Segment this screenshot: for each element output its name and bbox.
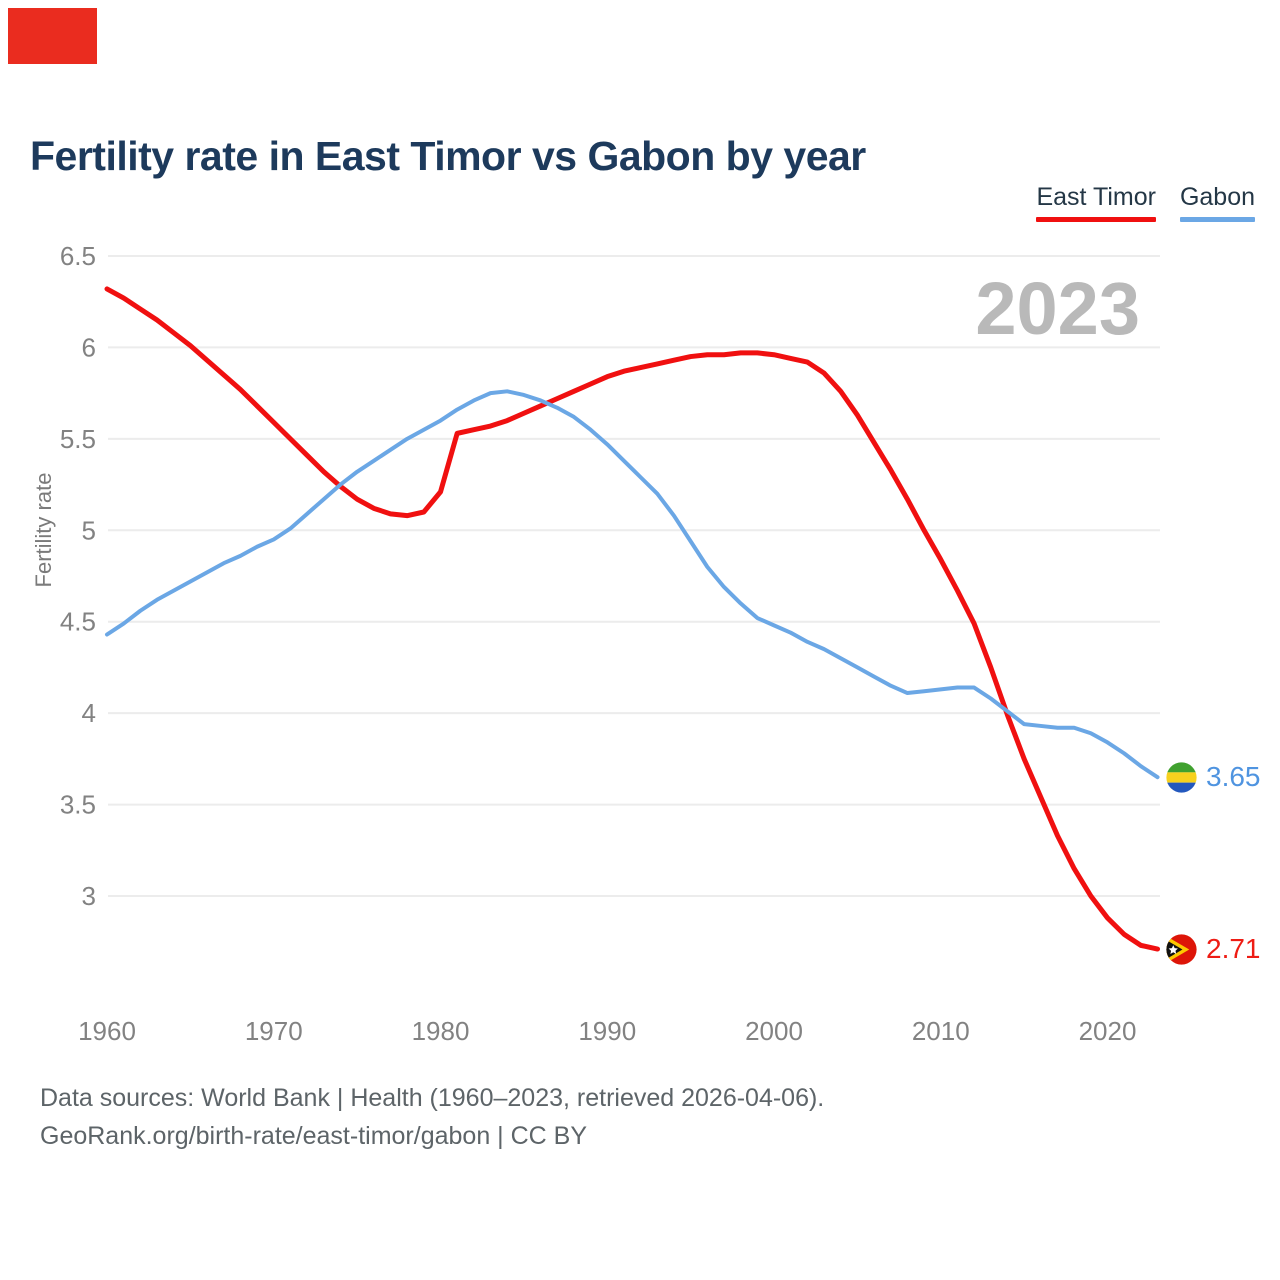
gabon-end-value: 3.65 <box>1206 761 1261 793</box>
watermark-year: 2023 <box>975 267 1140 350</box>
legend: East Timor Gabon <box>1036 183 1255 222</box>
east-timor-end-value: 2.71 <box>1206 933 1261 965</box>
y-tick-label: 5 <box>82 515 96 545</box>
legend-label-gabon: Gabon <box>1179 183 1255 211</box>
y-tick-label: 6.5 <box>60 241 96 271</box>
gabon-flag-icon <box>1166 762 1197 793</box>
y-tick-label: 4 <box>82 698 96 728</box>
footer-attribution: Data sources: World Bank | Health (1960–… <box>40 1079 824 1155</box>
x-tick-label: 1990 <box>578 1016 636 1046</box>
end-label-gabon: 3.65 <box>1166 761 1261 793</box>
x-tick-label: 1970 <box>245 1016 303 1046</box>
legend-underline-east-timor <box>1036 217 1156 222</box>
legend-label-east-timor: East Timor <box>1036 183 1156 211</box>
series-line-east-timor <box>104 286 1161 952</box>
x-tick-label: 1960 <box>78 1016 136 1046</box>
y-tick-label: 3 <box>82 881 96 911</box>
y-tick-label: 4.5 <box>60 607 96 637</box>
east-timor-flag-icon <box>1166 933 1197 965</box>
series-line-gabon <box>105 389 1160 780</box>
y-tick-label: 5.5 <box>60 424 96 454</box>
footer-data-sources: Data sources: World Bank | Health (1960–… <box>40 1084 825 1112</box>
legend-item-gabon[interactable]: Gabon <box>1179 183 1255 222</box>
x-tick-label: 2010 <box>912 1016 970 1046</box>
x-tick-label: 2000 <box>745 1016 803 1046</box>
y-tick-label: 3.5 <box>60 790 96 820</box>
red-corner-marker <box>8 8 97 64</box>
x-tick-label: 1980 <box>412 1016 470 1046</box>
footer-url: GeoRank.org/birth-rate/east-timor/gabon … <box>40 1122 588 1150</box>
legend-item-east-timor[interactable]: East Timor <box>1036 183 1156 222</box>
page-title: Fertility rate in East Timor vs Gabon by… <box>30 133 866 180</box>
x-tick-label: 2020 <box>1079 1016 1137 1046</box>
legend-underline-gabon <box>1179 217 1255 222</box>
y-tick-label: 6 <box>82 332 96 362</box>
end-label-east-timor: 2.71 <box>1166 933 1261 965</box>
